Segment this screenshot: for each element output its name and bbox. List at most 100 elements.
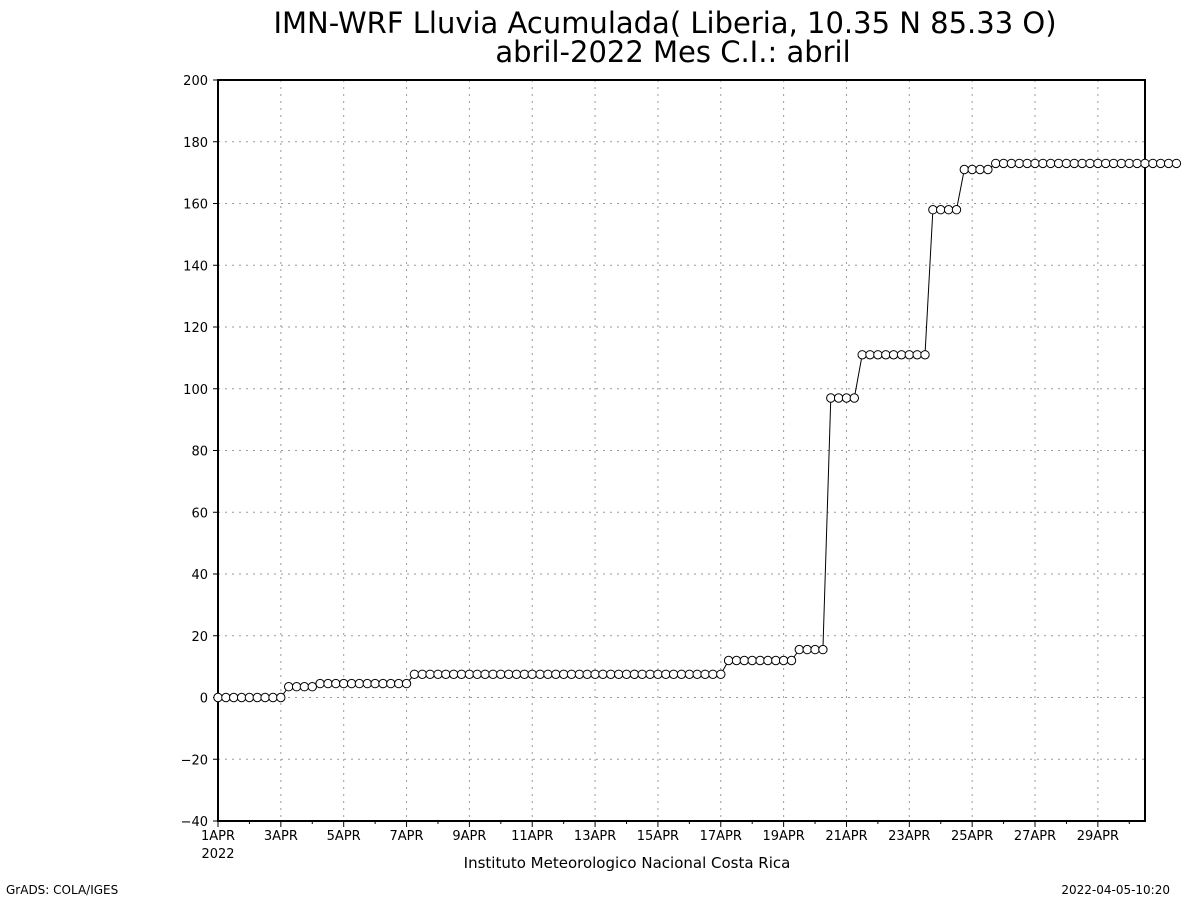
data-point	[386, 678, 396, 689]
data-point	[433, 669, 443, 679]
data-point	[991, 158, 1001, 169]
data-point	[606, 669, 616, 679]
data-point	[708, 669, 718, 679]
y-tick-label: 100	[183, 383, 208, 398]
data-point	[826, 393, 836, 403]
series-line	[218, 162, 1177, 698]
x-tick-label: 23APR	[888, 829, 930, 844]
data-point	[739, 655, 749, 666]
x-tick-label: 5APR	[327, 829, 361, 844]
data-point	[802, 644, 812, 655]
data-point	[441, 669, 451, 679]
y-tick-label: 120	[183, 321, 208, 336]
data-point	[354, 678, 365, 689]
data-point	[331, 678, 341, 689]
x-tick-label: 29APR	[1077, 829, 1119, 844]
data-point	[755, 655, 765, 666]
x-tick-label: 3APR	[264, 829, 298, 844]
data-point	[1085, 158, 1095, 169]
data-point	[346, 678, 357, 689]
x-tick-label: 17APR	[700, 829, 742, 844]
data-point	[614, 669, 624, 679]
data-point	[504, 669, 514, 679]
data-point	[661, 669, 671, 679]
data-point	[496, 669, 506, 679]
data-point	[323, 678, 333, 689]
data-point	[260, 692, 270, 703]
data-point	[221, 692, 231, 703]
data-point	[1093, 158, 1103, 169]
data-point	[951, 205, 962, 215]
data-point	[873, 350, 883, 360]
data-point	[771, 655, 781, 666]
x-tick-label: 1APR	[201, 829, 235, 844]
x-axis-label: Instituto Meteorologico Nacional Costa R…	[464, 854, 791, 872]
data-point	[1046, 158, 1056, 169]
data-point	[291, 682, 302, 692]
axis-layer: −40 −20 0 20 40 60 80 100 120 140 160 180 200 1APR 3AP…	[181, 74, 1146, 844]
data-point	[1101, 158, 1111, 169]
data-point	[881, 350, 891, 360]
data-point	[527, 669, 537, 679]
data-point	[1061, 158, 1072, 169]
data-point	[716, 669, 726, 679]
data-point	[456, 669, 467, 679]
footer-left-credit: GrADS: COLA/IGES	[6, 883, 118, 897]
data-point	[1006, 158, 1017, 169]
data-point	[417, 669, 427, 679]
x-tick-label: 9APR	[452, 829, 486, 844]
data-point	[425, 669, 435, 679]
data-point	[551, 669, 561, 679]
data-point	[299, 682, 310, 692]
x-year-label: 2022	[201, 847, 234, 862]
y-tick-label: 0	[200, 692, 208, 707]
data-point	[747, 655, 757, 666]
data-point	[1140, 158, 1150, 169]
x-tick-label: 13APR	[574, 829, 616, 844]
data-point	[252, 692, 262, 703]
y-tick-label: 160	[183, 198, 208, 213]
data-point	[472, 669, 482, 679]
data-point	[480, 669, 490, 679]
data-point	[244, 692, 255, 703]
footer-right-timestamp: 2022-04-05-10:20	[1061, 883, 1170, 897]
data-point	[786, 655, 797, 666]
data-point	[1030, 158, 1040, 169]
data-point	[857, 350, 867, 360]
data-point	[904, 350, 914, 360]
data-point	[1022, 158, 1032, 169]
data-point	[912, 350, 922, 360]
data-point	[731, 655, 742, 666]
data-point	[998, 158, 1009, 169]
marker-layer	[213, 158, 1182, 703]
chart-title: IMN-WRF Lluvia Acumulada( Liberia, 10.35…	[273, 6, 1056, 40]
data-point	[1132, 158, 1142, 169]
data-point	[1171, 158, 1182, 169]
data-point	[362, 678, 372, 689]
data-point	[268, 692, 278, 703]
data-point	[645, 669, 655, 679]
data-point	[543, 669, 553, 679]
data-point	[629, 669, 640, 679]
data-point	[983, 164, 993, 175]
data-point	[896, 350, 907, 360]
data-point	[582, 669, 592, 679]
data-point	[700, 669, 710, 679]
data-point	[590, 669, 600, 679]
data-point	[778, 655, 789, 666]
data-point	[566, 669, 577, 679]
data-point	[668, 669, 679, 679]
data-point	[276, 692, 286, 703]
data-point	[519, 669, 530, 679]
x-tick-label: 11APR	[511, 829, 553, 844]
data-point	[621, 669, 632, 679]
data-point	[841, 393, 852, 403]
data-point	[637, 669, 647, 679]
data-point	[920, 350, 930, 360]
data-point	[833, 393, 844, 403]
data-point	[723, 655, 734, 666]
data-point	[794, 644, 804, 655]
data-point	[307, 682, 317, 692]
data-point	[378, 678, 388, 689]
